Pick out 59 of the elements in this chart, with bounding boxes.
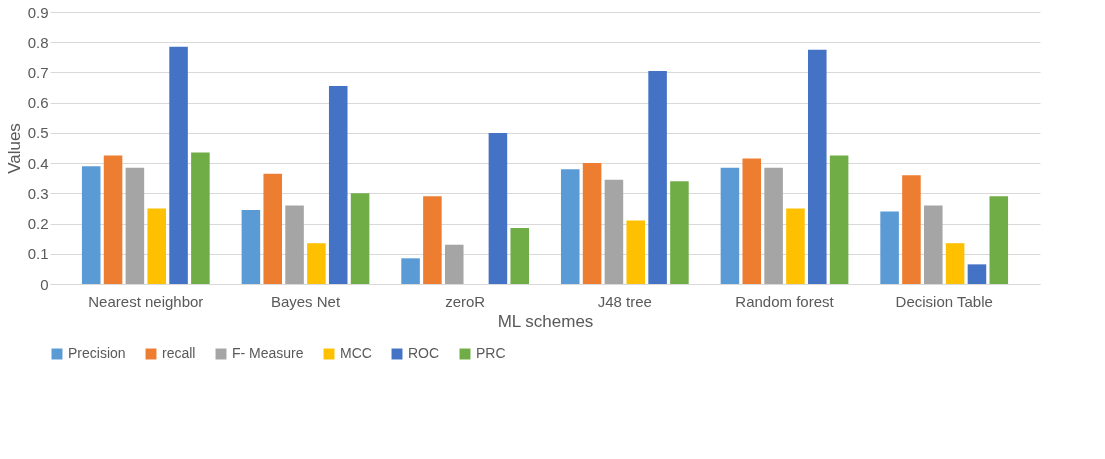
bar bbox=[829, 155, 849, 284]
bar bbox=[285, 205, 304, 284]
y-tick-label: 0.9 bbox=[27, 3, 49, 21]
bar bbox=[582, 163, 602, 284]
bar bbox=[880, 211, 899, 284]
bar bbox=[103, 155, 123, 284]
legend-label: MCC bbox=[340, 345, 372, 361]
bar bbox=[786, 208, 805, 284]
bar bbox=[191, 152, 210, 284]
legend-label: ROC bbox=[408, 345, 440, 361]
bar bbox=[670, 181, 689, 284]
bar bbox=[169, 46, 188, 284]
bar bbox=[263, 173, 283, 284]
bar bbox=[81, 166, 101, 284]
x-tick-label: Random forest bbox=[735, 292, 835, 310]
bar bbox=[764, 167, 783, 284]
y-tick-label: 0 bbox=[40, 275, 49, 293]
bar bbox=[626, 220, 646, 284]
legend-label: F- Measure bbox=[232, 345, 304, 361]
legend-label: PRC bbox=[476, 345, 506, 361]
legend-label: Precision bbox=[68, 345, 126, 361]
bar bbox=[444, 244, 464, 284]
bar bbox=[423, 196, 442, 284]
bar bbox=[307, 243, 326, 284]
bar bbox=[945, 243, 965, 284]
bar bbox=[604, 179, 624, 284]
y-axis-title: Values bbox=[4, 123, 24, 174]
x-tick-label: J48 tree bbox=[597, 292, 652, 310]
x-tick-label: Decision Table bbox=[895, 292, 993, 310]
bar bbox=[147, 208, 166, 284]
bar bbox=[967, 264, 987, 284]
y-tick-label: 0.1 bbox=[27, 245, 49, 263]
bar bbox=[560, 169, 580, 284]
bar bbox=[742, 158, 762, 284]
y-tick-label: 0.3 bbox=[27, 184, 49, 202]
bar bbox=[807, 49, 827, 284]
bar bbox=[924, 205, 943, 284]
bar bbox=[125, 167, 145, 284]
x-tick-label: Nearest neighbor bbox=[88, 292, 204, 310]
bar bbox=[989, 196, 1009, 284]
bar bbox=[350, 193, 370, 284]
y-tick-label: 0.4 bbox=[27, 154, 49, 172]
y-tick-label: 0.2 bbox=[27, 215, 49, 233]
x-tick-label: Bayes Net bbox=[270, 292, 341, 310]
bar bbox=[488, 132, 508, 284]
bar bbox=[401, 258, 420, 284]
bar bbox=[241, 209, 261, 284]
bar bbox=[510, 228, 530, 284]
bar bbox=[902, 175, 921, 284]
bar bbox=[648, 70, 667, 284]
y-tick-label: 0.5 bbox=[27, 124, 49, 142]
y-tick-label: 0.6 bbox=[27, 94, 49, 112]
x-tick-label: zeroR bbox=[445, 292, 486, 310]
y-tick-label: 0.8 bbox=[27, 33, 49, 51]
bar bbox=[328, 86, 348, 284]
x-axis-title: ML schemes bbox=[497, 311, 594, 331]
y-tick-label: 0.7 bbox=[27, 63, 49, 81]
bar bbox=[720, 167, 740, 284]
legend-label: recall bbox=[162, 345, 196, 361]
